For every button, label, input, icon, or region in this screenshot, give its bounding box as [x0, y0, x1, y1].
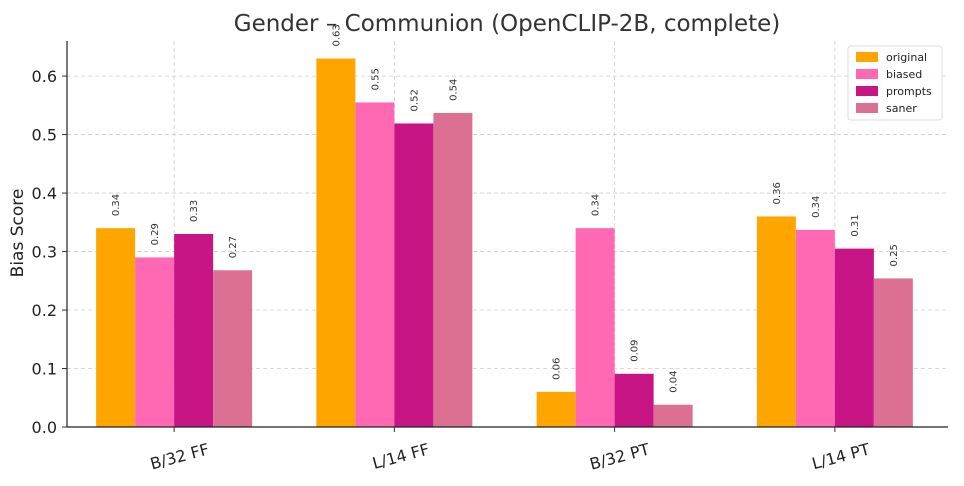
y-tick-label: 0.5: [32, 126, 57, 145]
bar-prompts: [394, 123, 434, 428]
y-tick-label: 0.2: [32, 301, 57, 320]
bar-original: [756, 216, 796, 427]
bar-prompts: [834, 248, 874, 427]
data-label: 0.04: [669, 371, 680, 393]
y-tick-label: 0.1: [32, 360, 57, 379]
bar-saner: [873, 278, 913, 427]
bars: [96, 58, 913, 428]
bar-original: [96, 228, 136, 427]
legend: original biased prompts saner: [847, 45, 943, 121]
x-tick-label: B/32 PT: [588, 439, 652, 473]
y-tick-label: 0.3: [32, 243, 57, 262]
data-label: 0.52: [409, 89, 420, 111]
legend-label-prompts: prompts: [886, 85, 932, 98]
bar-prompts: [614, 373, 654, 427]
data-label: 0.31: [850, 214, 861, 236]
data-label: 0.27: [228, 236, 239, 258]
legend-label-saner: saner: [886, 102, 917, 115]
bar-biased: [795, 229, 835, 427]
data-labels: 0.34 0.63 0.06 0.36 0.29 0.55 0.34 0.34 0.33 0.52…: [111, 24, 900, 392]
data-label: 0.34: [811, 196, 822, 218]
bar-biased: [575, 228, 615, 427]
legend-swatch-original: [856, 52, 878, 62]
legend-box: [847, 45, 943, 121]
legend-label-original: original: [886, 51, 927, 64]
data-label: 0.36: [772, 182, 783, 204]
bar-original: [536, 391, 576, 427]
legend-label-biased: biased: [886, 68, 922, 81]
x-tick-label: B/32 FF: [148, 440, 211, 474]
data-label: 0.55: [370, 68, 381, 90]
data-label: 0.63: [331, 24, 342, 46]
legend-swatch-saner: [856, 103, 878, 113]
bar-original: [316, 58, 356, 427]
bar-prompts: [174, 234, 214, 427]
y-tick-label: 0.6: [32, 67, 57, 86]
y-tick-label: 0.4: [32, 184, 57, 203]
data-label: 0.25: [889, 244, 900, 266]
data-label: 0.34: [111, 194, 122, 216]
x-tick-label: L/14 PT: [810, 439, 872, 473]
bar-saner: [433, 112, 473, 427]
legend-swatch-prompts: [856, 86, 878, 96]
data-label: 0.34: [591, 194, 602, 216]
data-label: 0.29: [150, 223, 161, 245]
data-label: 0.06: [552, 358, 563, 380]
chart-title: Gender – Communion (OpenCLIP-2B, complet…: [234, 11, 781, 37]
bar-biased: [355, 102, 395, 427]
bar-saner: [653, 404, 693, 427]
data-label: 0.09: [630, 340, 641, 362]
y-axis-label: Bias Score: [8, 189, 28, 278]
bar-saner: [213, 270, 253, 427]
bar-biased: [135, 257, 175, 427]
data-label: 0.54: [448, 79, 459, 101]
y-tick-label: 0.0: [32, 418, 57, 437]
x-tick-label: L/14 FF: [370, 440, 431, 473]
data-label: 0.33: [189, 200, 200, 222]
legend-swatch-biased: [856, 69, 878, 79]
